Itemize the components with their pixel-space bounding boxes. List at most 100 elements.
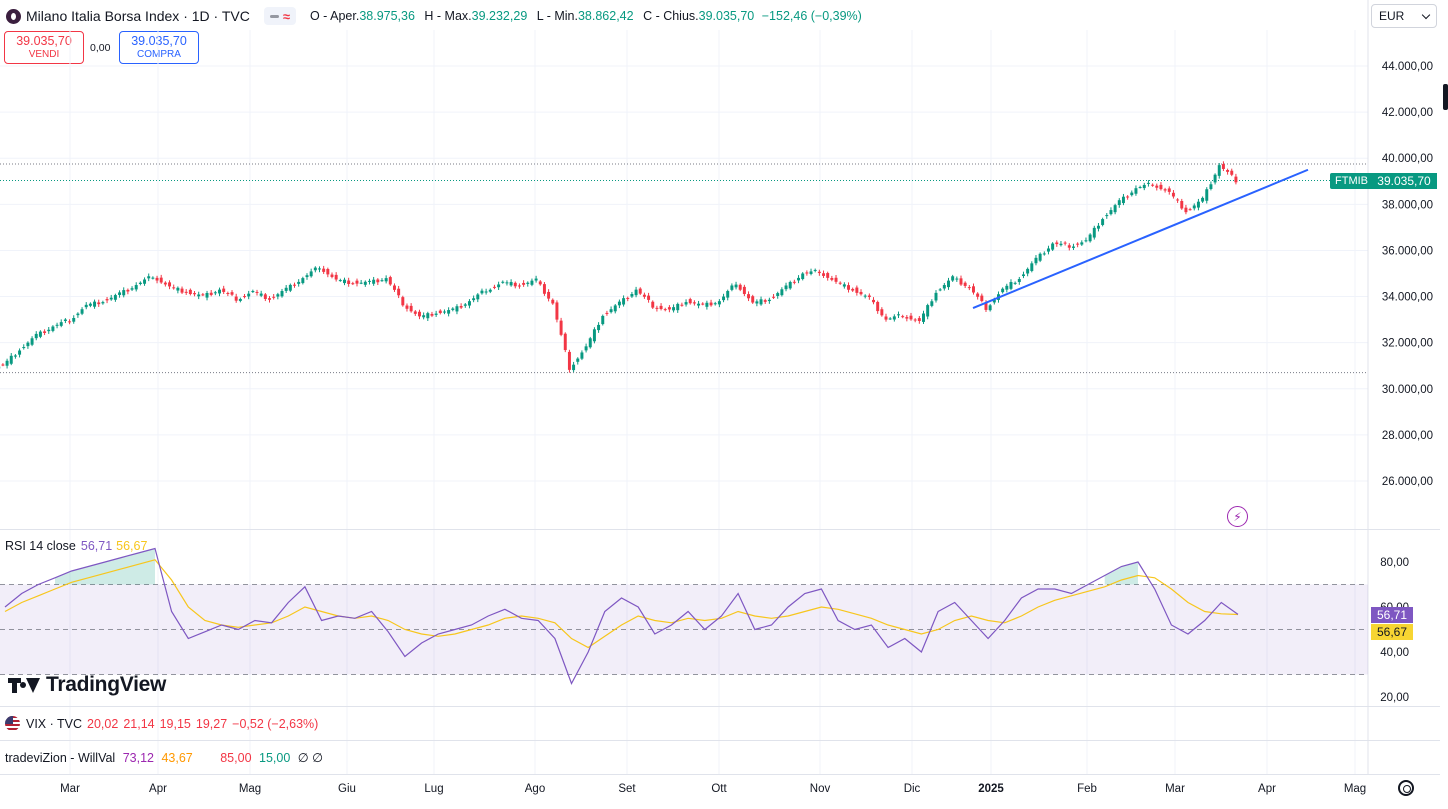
- candle-body: [180, 288, 184, 293]
- rsi-tick-label: 40,00: [1380, 647, 1409, 659]
- candle-body: [122, 290, 126, 296]
- rsi-ma-tag: 56,67: [1371, 624, 1413, 640]
- currency-value: EUR: [1379, 9, 1405, 23]
- candle-body: [1034, 257, 1038, 264]
- candle-body: [651, 301, 655, 308]
- pane-divider[interactable]: [0, 706, 1440, 707]
- candle-body: [847, 285, 851, 290]
- candle-body: [609, 309, 613, 313]
- time-axis[interactable]: Mar Apr Mag Giu Lug Ago Set Ott Nov Dic 2025 Feb Mar…: [60, 783, 1366, 795]
- candle-body: [584, 346, 588, 351]
- willval-name[interactable]: tradeviZion - WillVal: [5, 751, 116, 765]
- currency-select[interactable]: EUR: [1371, 4, 1437, 28]
- candle-body: [451, 308, 455, 310]
- candle-body: [459, 306, 463, 308]
- candle-body: [1209, 184, 1213, 190]
- candle-body: [430, 313, 434, 316]
- willval-value: 73,12: [122, 751, 154, 765]
- tradingview-logo[interactable]: TradingView: [8, 673, 166, 697]
- candle-body: [947, 280, 950, 288]
- pane-divider[interactable]: [0, 529, 1440, 530]
- candle-body: [692, 302, 696, 304]
- candle-body: [301, 278, 305, 284]
- candle-body: [1126, 196, 1130, 198]
- buy-button[interactable]: 39.035,70 COMPRA: [119, 31, 199, 64]
- grid: [0, 30, 1368, 774]
- gear-icon[interactable]: [1398, 780, 1414, 796]
- price-tick-label: 26.000,00: [1382, 476, 1433, 488]
- buy-label: COMPRA: [137, 48, 181, 60]
- candle-body: [788, 282, 792, 289]
- candle-body: [18, 350, 22, 355]
- candle-body: [309, 271, 313, 277]
- candle-body: [284, 287, 288, 291]
- candle-body: [193, 293, 197, 295]
- candle-body: [330, 274, 334, 277]
- candle-body: [113, 295, 117, 300]
- candle-body: [801, 273, 805, 280]
- willval-value: ∅ ∅: [297, 751, 324, 765]
- candle-body: [713, 303, 717, 305]
- candle-body: [592, 329, 596, 342]
- candle-body: [509, 282, 513, 286]
- candle-body: [813, 269, 817, 271]
- candle-body: [1051, 243, 1055, 250]
- candle-body: [84, 304, 88, 308]
- symbol-title[interactable]: Milano Italia Borsa Index · 1D · TVC: [26, 8, 250, 24]
- candle-body: [38, 331, 42, 337]
- candle-body: [55, 324, 59, 326]
- candle-body: [1217, 165, 1221, 176]
- candle-body: [797, 277, 801, 281]
- candle-body: [151, 277, 155, 279]
- candle-body: [63, 319, 67, 321]
- candle-body: [1159, 184, 1163, 190]
- candle-body: [601, 315, 605, 325]
- candle-body: [992, 299, 996, 303]
- pane-divider[interactable]: [0, 740, 1440, 741]
- candle-body: [922, 313, 925, 322]
- price-axis[interactable]: 44.000,00 42.000,00 40.000,00 38.000,00 36.0…: [1367, 0, 1433, 774]
- candle-body: [22, 347, 26, 349]
- pane-divider: [0, 774, 1440, 775]
- vix-name[interactable]: VIX · TVC: [26, 716, 83, 731]
- candle-body: [347, 280, 351, 284]
- candle-body: [313, 267, 317, 271]
- time-tick-label: Feb: [1077, 783, 1097, 795]
- time-tick-label: 2025: [978, 783, 1004, 795]
- candle-body: [143, 279, 147, 284]
- candle-body: [243, 296, 247, 298]
- time-tick-label: Ago: [525, 783, 545, 795]
- candle-body: [318, 268, 321, 270]
- time-tick-label: Mar: [60, 783, 80, 795]
- close-label: C - Chius.: [643, 9, 699, 23]
- series-toggle[interactable]: ≈: [263, 7, 296, 25]
- scroll-handle[interactable]: [1443, 84, 1448, 110]
- candle-body: [842, 284, 846, 287]
- lightning-icon[interactable]: ⚡: [1227, 506, 1248, 527]
- candle-body: [163, 282, 167, 285]
- trend-line[interactable]: [972, 168, 1309, 310]
- candle-body: [5, 360, 9, 366]
- candle-body: [872, 299, 875, 303]
- candle-body: [101, 302, 105, 304]
- candle-body: [901, 316, 905, 318]
- candle-body: [934, 292, 938, 301]
- candle-body: [1, 364, 5, 366]
- candle-body: [955, 278, 959, 280]
- candles: [0, 161, 1238, 373]
- candle-body: [205, 292, 209, 298]
- candle-body: [772, 296, 776, 298]
- rsi-label[interactable]: RSI 14 close: [5, 539, 76, 553]
- candle-body: [363, 281, 367, 285]
- candle-body: [463, 304, 467, 306]
- candle-body: [138, 282, 142, 284]
- sell-button[interactable]: 39.035,70 VENDI: [4, 31, 84, 64]
- candle-body: [676, 303, 680, 311]
- candle-body: [617, 301, 621, 306]
- candle-body: [1230, 170, 1234, 175]
- candle-body: [747, 294, 751, 299]
- candle-body: [76, 313, 80, 316]
- candle-body: [263, 294, 267, 299]
- time-tick-label: Mar: [1165, 783, 1185, 795]
